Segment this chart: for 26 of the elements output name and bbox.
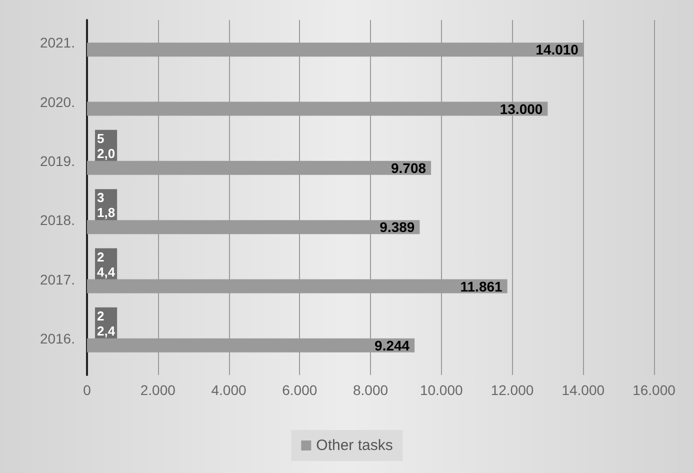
- x-tick-label: 10.000: [420, 382, 463, 398]
- annotation: 2 2,4: [97, 308, 116, 338]
- x-tick-label: 4.000: [211, 382, 246, 398]
- x-tick-label: 12.000: [490, 382, 534, 398]
- x-tick-label: 16.000: [632, 382, 676, 398]
- x-tick-label: 2.000: [140, 382, 176, 398]
- y-tick-label: 2017.: [40, 271, 75, 288]
- annotation: 2 4,4: [97, 249, 116, 280]
- x-tick-label: 0: [83, 382, 92, 398]
- annotation: 5 2,0: [97, 130, 116, 161]
- x-tick-label: 6.000: [282, 382, 318, 398]
- y-tick-label: 2021.: [40, 34, 75, 51]
- data-label: 14.010: [536, 42, 579, 58]
- legend-label: Other tasks: [316, 437, 393, 454]
- x-tick-label: 8.000: [352, 382, 388, 398]
- y-tick-label: 2018.: [40, 212, 75, 228]
- data-label: 9.708: [390, 160, 426, 176]
- x-tick-label: 14.000: [562, 382, 605, 398]
- annotation: 3 1,8: [97, 190, 116, 220]
- data-label: 11.861: [460, 278, 503, 294]
- data-label: 9.244: [374, 337, 410, 354]
- y-tick-label: 2020.: [40, 94, 75, 110]
- data-label: 9.389: [380, 219, 415, 236]
- y-tick-label: 2019.: [40, 152, 75, 169]
- y-tick-label: 2016.: [40, 330, 75, 346]
- data-label: 13.000: [500, 100, 543, 117]
